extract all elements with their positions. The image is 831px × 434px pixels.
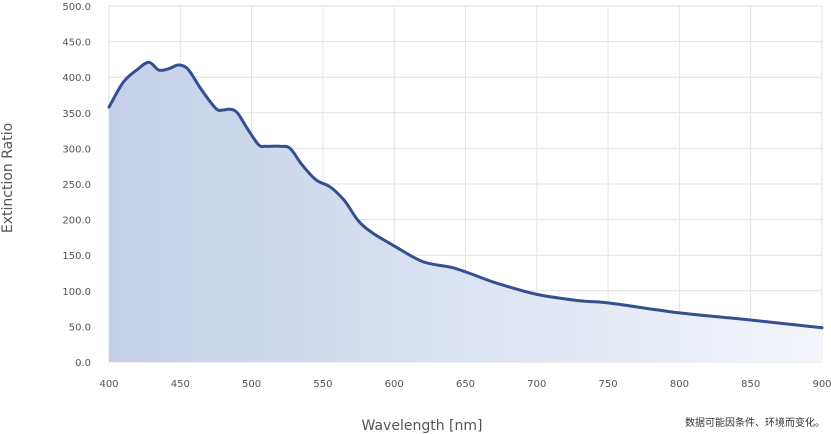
y-tick-label: 250.0 [62,180,91,191]
x-tick-label: 500 [242,379,261,390]
y-tick-label: 350.0 [62,109,91,120]
x-tick-label: 700 [527,379,546,390]
y-tick-label: 150.0 [62,251,91,262]
y-tick-label: 100.0 [62,287,91,298]
x-tick-label: 450 [171,379,190,390]
y-tick-label: 450.0 [62,38,91,49]
y-tick-label: 0.0 [75,358,91,369]
x-tick-label: 650 [456,379,475,390]
y-tick-labels: 0.0 50.0 100.0 150.0 200.0 250.0 300.0 350.0 400… [62,2,91,369]
x-tick-label: 550 [313,379,332,390]
y-tick-label: 500.0 [62,2,91,13]
y-tick-label: 200.0 [62,216,91,227]
x-tick-labels: 400 450 500 550 600 650 700 750 800 850 900 [99,379,831,390]
x-tick-label: 400 [99,379,118,390]
x-axis-title: Wavelength [nm] [362,418,483,434]
x-tick-label: 800 [670,379,689,390]
disclaimer-note: 数据可能因条件、环境而变化。 [685,418,825,429]
x-tick-label: 900 [812,379,831,390]
y-tick-label: 50.0 [69,322,91,333]
y-tick-label: 400.0 [62,73,91,84]
x-tick-label: 850 [741,379,760,390]
x-tick-label: 600 [385,379,404,390]
series-line [107,60,824,330]
y-axis-title: Extinction Ratio [0,123,16,233]
area-fill [109,62,822,362]
y-tick-label: 300.0 [62,144,91,155]
x-tick-label: 750 [599,379,618,390]
